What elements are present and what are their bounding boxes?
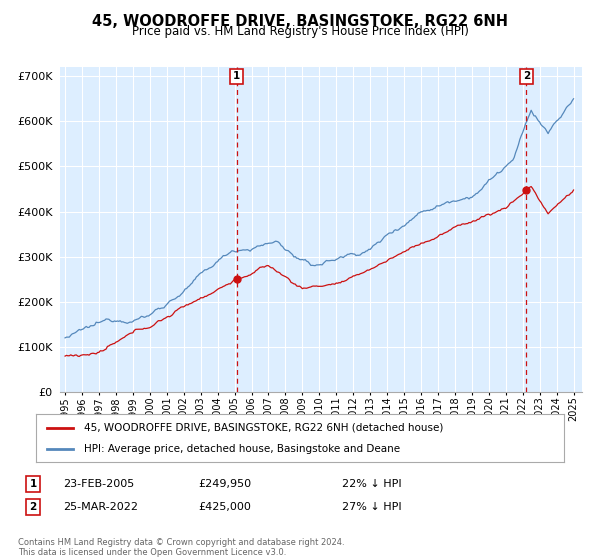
Text: 45, WOODROFFE DRIVE, BASINGSTOKE, RG22 6NH (detached house): 45, WOODROFFE DRIVE, BASINGSTOKE, RG22 6… xyxy=(83,423,443,433)
Text: 1: 1 xyxy=(233,71,240,81)
Text: 1: 1 xyxy=(29,479,37,489)
Text: HPI: Average price, detached house, Basingstoke and Deane: HPI: Average price, detached house, Basi… xyxy=(83,444,400,454)
Text: Price paid vs. HM Land Registry's House Price Index (HPI): Price paid vs. HM Land Registry's House … xyxy=(131,25,469,38)
Text: 2: 2 xyxy=(523,71,530,81)
Text: 27% ↓ HPI: 27% ↓ HPI xyxy=(342,502,401,512)
Text: 23-FEB-2005: 23-FEB-2005 xyxy=(63,479,134,489)
Text: £425,000: £425,000 xyxy=(198,502,251,512)
Text: 2: 2 xyxy=(29,502,37,512)
Text: £249,950: £249,950 xyxy=(198,479,251,489)
Text: Contains HM Land Registry data © Crown copyright and database right 2024.
This d: Contains HM Land Registry data © Crown c… xyxy=(18,538,344,557)
Text: 22% ↓ HPI: 22% ↓ HPI xyxy=(342,479,401,489)
Text: 45, WOODROFFE DRIVE, BASINGSTOKE, RG22 6NH: 45, WOODROFFE DRIVE, BASINGSTOKE, RG22 6… xyxy=(92,14,508,29)
Text: 25-MAR-2022: 25-MAR-2022 xyxy=(63,502,138,512)
